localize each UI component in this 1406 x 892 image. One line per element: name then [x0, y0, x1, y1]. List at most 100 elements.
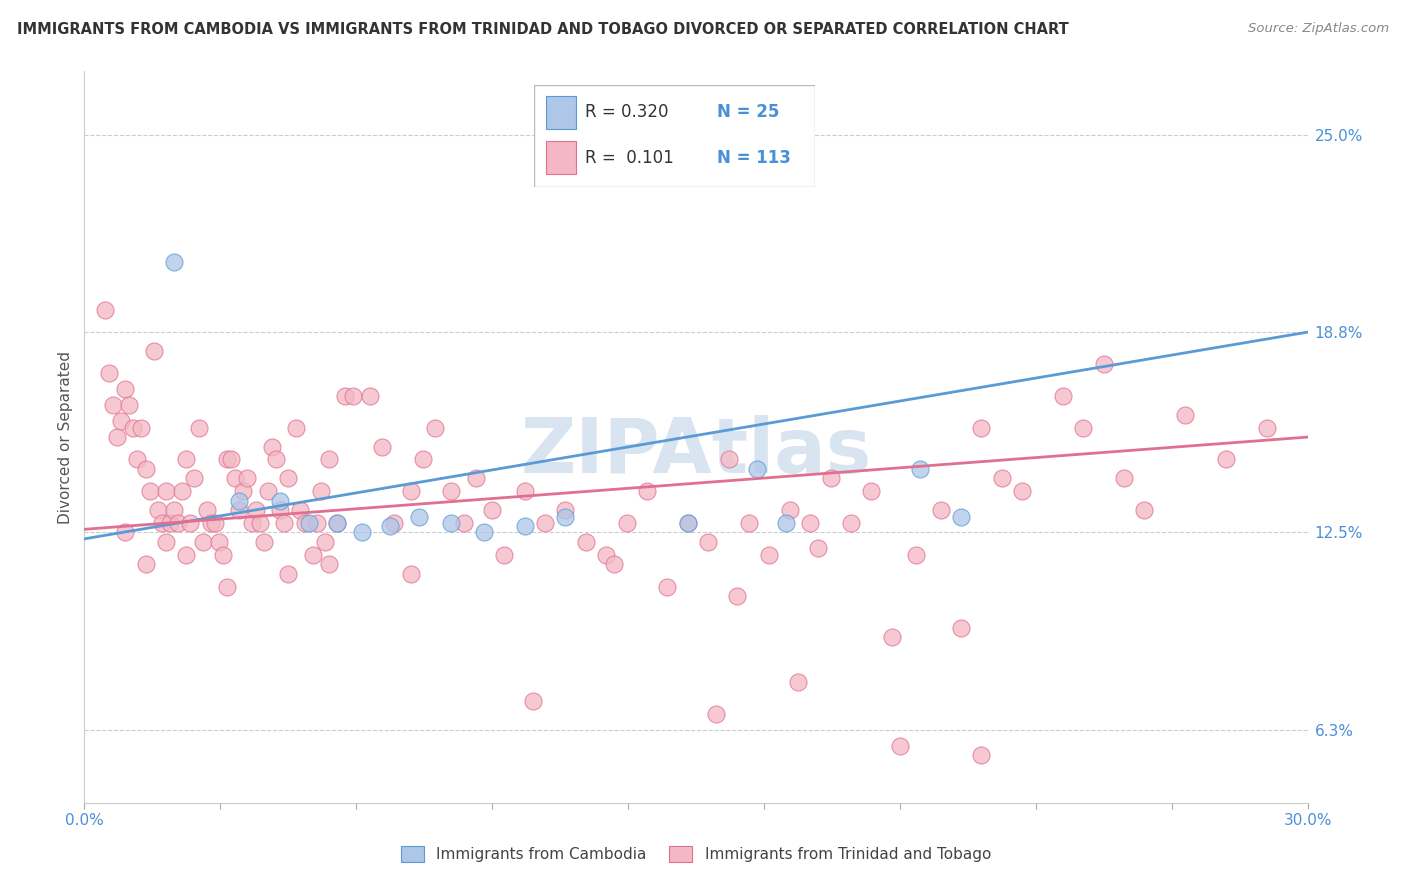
Point: [318, 558, 340, 572]
Text: IMMIGRANTS FROM CAMBODIA VS IMMIGRANTS FROM TRINIDAD AND TOBAGO DIVORCED OR SEPA: IMMIGRANTS FROM CAMBODIA VS IMMIGRANTS F…: [17, 22, 1069, 37]
Point: [232, 484, 254, 499]
Point: [146, 503, 169, 517]
Point: [253, 535, 276, 549]
Point: [513, 484, 536, 499]
FancyBboxPatch shape: [546, 96, 576, 128]
Point: [260, 440, 283, 454]
Point: [159, 516, 181, 530]
Point: [657, 580, 679, 594]
Point: [118, 398, 141, 412]
Point: [1011, 484, 1033, 499]
Point: [97, 367, 120, 381]
Point: [245, 503, 267, 517]
Point: [382, 516, 405, 530]
Point: [135, 558, 157, 572]
Point: [172, 484, 194, 499]
Point: [408, 509, 430, 524]
Text: R = 0.320: R = 0.320: [585, 103, 668, 121]
Point: [135, 462, 157, 476]
Point: [534, 516, 557, 530]
Point: [273, 516, 295, 530]
Point: [187, 420, 209, 434]
Point: [219, 452, 242, 467]
Point: [1256, 420, 1278, 434]
Point: [820, 471, 842, 485]
Point: [269, 503, 291, 517]
Point: [807, 541, 830, 556]
Point: [636, 484, 658, 499]
Point: [217, 580, 239, 594]
Point: [522, 694, 544, 708]
Point: [889, 739, 911, 753]
Point: [1052, 389, 1074, 403]
Point: [195, 503, 218, 517]
Y-axis label: Divorced or Separated: Divorced or Separated: [58, 351, 73, 524]
Point: [191, 535, 214, 549]
Point: [380, 519, 402, 533]
Text: N = 113: N = 113: [717, 149, 792, 167]
Point: [950, 509, 973, 524]
FancyBboxPatch shape: [546, 141, 576, 174]
Point: [200, 516, 222, 530]
Point: [305, 516, 328, 530]
Point: [1174, 408, 1197, 422]
Point: [138, 484, 160, 499]
Point: [494, 548, 516, 562]
Point: [440, 516, 463, 530]
Point: [676, 516, 699, 530]
Point: [676, 516, 699, 530]
Point: [174, 452, 197, 467]
Point: [142, 344, 165, 359]
Point: [399, 484, 422, 499]
Point: [277, 471, 299, 485]
FancyBboxPatch shape: [534, 85, 815, 187]
Point: [105, 430, 128, 444]
Point: [335, 389, 357, 403]
Point: [224, 471, 246, 485]
Point: [481, 503, 503, 517]
Point: [110, 414, 132, 428]
Point: [155, 535, 177, 549]
Point: [155, 484, 177, 499]
Point: [1215, 452, 1237, 467]
Point: [595, 548, 617, 562]
Point: [342, 389, 364, 403]
Point: [440, 484, 463, 499]
Point: [326, 516, 349, 530]
Point: [1073, 420, 1095, 434]
Point: [860, 484, 883, 499]
Point: [464, 471, 486, 485]
Point: [399, 566, 422, 581]
Point: [208, 535, 231, 549]
Point: [706, 706, 728, 721]
Point: [725, 589, 748, 603]
Point: [758, 548, 780, 562]
Point: [236, 471, 259, 485]
Point: [350, 525, 373, 540]
Point: [747, 462, 769, 476]
Point: [950, 621, 973, 635]
Point: [970, 420, 993, 434]
Point: [738, 516, 761, 530]
Point: [717, 452, 740, 467]
Point: [127, 452, 149, 467]
Point: [264, 452, 287, 467]
Point: [163, 255, 186, 269]
Point: [290, 503, 312, 517]
Point: [779, 503, 801, 517]
Point: [285, 420, 308, 434]
Point: [179, 516, 201, 530]
Point: [970, 748, 993, 763]
Point: [101, 398, 124, 412]
Point: [575, 535, 598, 549]
Point: [905, 548, 928, 562]
Point: [131, 420, 153, 434]
Text: Source: ZipAtlas.com: Source: ZipAtlas.com: [1249, 22, 1389, 36]
Point: [697, 535, 720, 549]
Point: [294, 516, 316, 530]
Point: [775, 516, 797, 530]
Legend: Immigrants from Cambodia, Immigrants from Trinidad and Tobago: Immigrants from Cambodia, Immigrants fro…: [395, 840, 997, 868]
Point: [787, 675, 810, 690]
Text: N = 25: N = 25: [717, 103, 779, 121]
Point: [228, 503, 250, 517]
